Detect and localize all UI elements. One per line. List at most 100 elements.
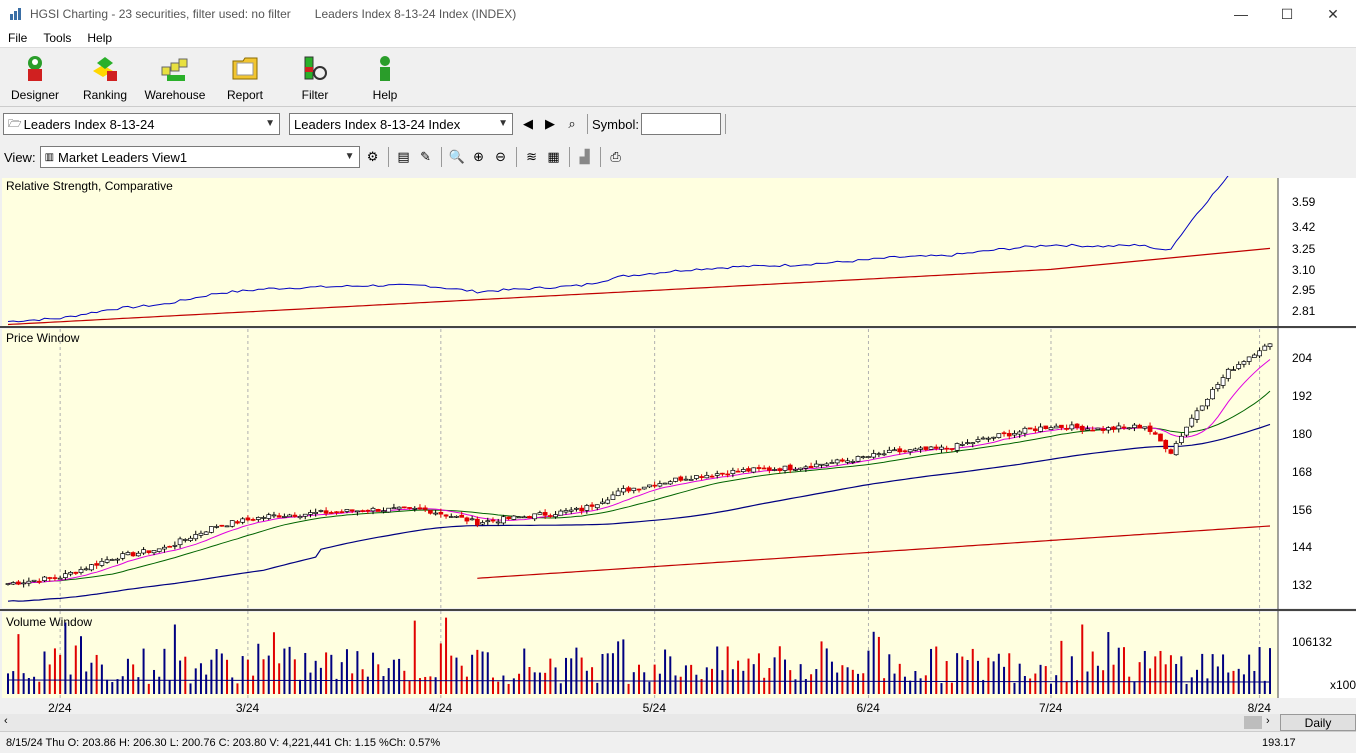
candle-body — [109, 559, 115, 561]
candle-body — [349, 509, 355, 512]
candle-body — [474, 518, 480, 526]
candle-body — [328, 512, 334, 514]
candle-body — [704, 475, 710, 479]
zoom-icon[interactable]: 🔍 — [448, 149, 465, 164]
date-tick-label: 3/24 — [236, 701, 260, 715]
candle-body — [1038, 426, 1043, 432]
report-button[interactable]: Report — [210, 50, 280, 106]
chart-area[interactable]: Relative Strength, Comparative Price Win… — [0, 176, 1356, 716]
rs-ma-line — [7, 247, 1271, 326]
candle-body — [407, 507, 412, 509]
print-icon[interactable]: ⎙ — [610, 149, 621, 164]
candle-body — [219, 524, 225, 527]
candle-body — [162, 546, 167, 550]
candle-body — [156, 548, 162, 552]
view-select[interactable]: ▥ Market Leaders View1 ▼ — [39, 146, 360, 168]
candle-body — [224, 525, 230, 528]
symbol-input[interactable] — [640, 113, 721, 135]
candle-body — [829, 462, 835, 464]
candle-body — [647, 484, 652, 488]
candle-body — [1246, 356, 1252, 362]
candle-body — [151, 550, 157, 554]
candle-body — [537, 512, 543, 515]
candle-body — [615, 490, 621, 497]
candle-body — [16, 581, 21, 585]
candle-body — [1152, 432, 1158, 435]
close-button[interactable]: ✕ — [1327, 5, 1339, 22]
binoculars-icon[interactable]: ⌕ — [568, 116, 576, 131]
candle-body — [819, 463, 824, 466]
candle-body — [798, 467, 804, 470]
menu-help[interactable]: Help — [87, 30, 113, 45]
candle-body — [1001, 432, 1007, 435]
candle-body — [318, 510, 324, 512]
period-select[interactable]: Daily — [1280, 714, 1356, 731]
scroll-right-icon[interactable]: › — [1266, 715, 1270, 727]
candle-body — [31, 579, 37, 582]
table-icon[interactable]: ▦ — [547, 149, 560, 164]
designer-button[interactable]: Designer — [0, 50, 70, 106]
candle-body — [1027, 427, 1033, 430]
candle-body — [146, 550, 152, 553]
candle-body — [172, 544, 178, 547]
candle-body — [834, 459, 840, 464]
warehouse-button[interactable]: Warehouse — [140, 50, 210, 106]
candle-body — [83, 568, 89, 571]
list-select[interactable]: 🗁 Leaders Index 8-13-24 ▼ — [3, 113, 280, 135]
bar-chart-icon[interactable]: ▟ — [579, 149, 590, 164]
zoom-out-icon[interactable]: ⊖ — [495, 149, 507, 164]
candle-body — [52, 577, 58, 579]
candle-body — [735, 470, 741, 473]
filter-icon — [304, 56, 327, 80]
menu-tools[interactable]: Tools — [43, 30, 72, 45]
scroll-left-icon[interactable]: ‹ — [4, 715, 8, 727]
edit-icon[interactable]: ✎ — [420, 149, 432, 164]
menu-file[interactable]: File — [8, 30, 28, 45]
lines-icon[interactable]: ≋ — [526, 149, 538, 164]
candle-body — [1267, 343, 1273, 348]
candle-body — [120, 553, 126, 559]
candle-body — [871, 453, 877, 458]
divider — [724, 114, 726, 134]
horizontal-scrollbar[interactable]: ‹ › — [0, 714, 1300, 731]
view-label: View: — [4, 149, 36, 165]
candle-body — [443, 514, 449, 517]
divider — [599, 147, 601, 167]
candle-body — [939, 446, 944, 450]
candle-body — [1178, 435, 1184, 444]
candle-body — [1189, 417, 1195, 427]
price-tick-label: 132 — [1292, 578, 1312, 592]
scroll-thumb[interactable] — [1244, 716, 1262, 729]
candle-body — [1236, 363, 1242, 369]
ranking-button[interactable]: Ranking — [70, 50, 140, 106]
candle-body — [756, 467, 762, 469]
minimize-button[interactable]: — — [1234, 6, 1248, 22]
help-button[interactable]: Help — [350, 50, 420, 106]
candle-body — [996, 433, 1002, 438]
candle-body — [511, 515, 517, 520]
candle-body — [386, 507, 392, 513]
candle-body — [245, 517, 251, 521]
candle-body — [1048, 427, 1054, 430]
maximize-button[interactable]: ☐ — [1280, 5, 1294, 22]
date-tick-label: 4/24 — [429, 701, 453, 715]
filter-button[interactable]: Filter — [280, 50, 350, 106]
prev-arrow-icon[interactable]: ◀ — [523, 116, 533, 131]
candle-body — [761, 467, 767, 470]
candle-body — [214, 526, 219, 528]
candle-body — [866, 456, 871, 458]
rs-tick-label: 3.25 — [1292, 242, 1316, 256]
candle-body — [36, 580, 42, 583]
view-settings-icon[interactable]: ⚙ — [366, 149, 379, 164]
candle-body — [641, 486, 647, 490]
properties-icon[interactable]: ▤ — [397, 149, 410, 164]
divider — [515, 147, 517, 167]
main-toolbar: Designer Ranking Warehouse Report Filter… — [0, 49, 1356, 107]
next-arrow-icon[interactable]: ▶ — [545, 116, 555, 131]
status-last-value: 193.17 — [1262, 736, 1296, 749]
index-select[interactable]: Leaders Index 8-13-24 Index ▼ — [289, 113, 513, 135]
candle-body — [464, 517, 470, 522]
candle-body — [610, 494, 616, 500]
zoom-in-icon[interactable]: ⊕ — [473, 149, 485, 164]
candle-body — [944, 447, 950, 450]
